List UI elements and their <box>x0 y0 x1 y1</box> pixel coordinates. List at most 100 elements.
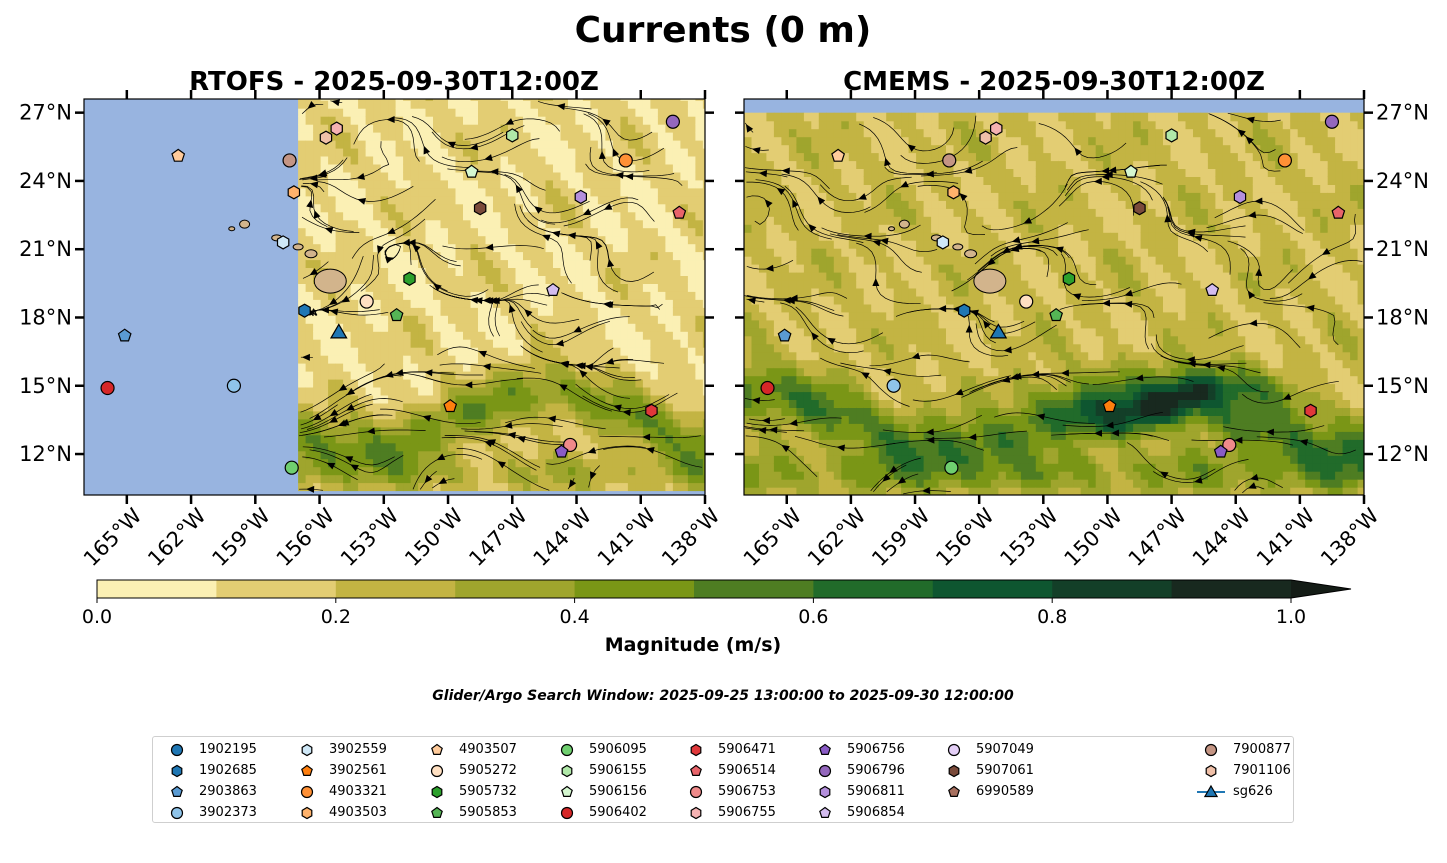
magnitude-cell <box>1013 471 1022 480</box>
magnitude-cell <box>418 163 427 173</box>
magnitude-cell <box>672 450 681 460</box>
magnitude-cell <box>523 132 532 141</box>
magnitude-cell <box>305 331 314 340</box>
magnitude-cell <box>373 482 382 492</box>
magnitude-cell <box>380 283 389 292</box>
magnitude-cell <box>901 343 910 353</box>
magnitude-cell <box>998 287 1007 297</box>
magnitude-cell <box>455 179 464 189</box>
magnitude-cell <box>298 299 307 308</box>
platform-marker-sg626 <box>329 323 348 339</box>
magnitude-cell <box>856 463 865 472</box>
magnitude-cell <box>500 378 509 388</box>
magnitude-cell <box>983 184 992 193</box>
magnitude-cell <box>695 187 704 197</box>
magnitude-cell <box>493 434 502 444</box>
magnitude-cell <box>871 439 880 448</box>
magnitude-cell <box>781 399 790 408</box>
magnitude-cell <box>1020 279 1029 289</box>
magnitude-cell <box>931 264 940 273</box>
magnitude-cell <box>560 187 569 197</box>
magnitude-cell <box>635 195 644 205</box>
magnitude-cell <box>508 450 517 460</box>
magnitude-cell <box>856 439 865 448</box>
magnitude-cell <box>878 327 887 337</box>
magnitude-cell <box>380 355 389 364</box>
magnitude-cell <box>1013 295 1022 305</box>
magnitude-cell <box>612 227 621 237</box>
magnitude-cell <box>833 208 842 217</box>
magnitude-cell <box>946 264 955 273</box>
magnitude-cell <box>575 426 584 436</box>
magnitude-cell <box>1035 399 1044 408</box>
magnitude-cell <box>470 155 479 165</box>
magnitude-cell <box>826 303 835 313</box>
magnitude-cell <box>938 264 947 273</box>
magnitude-cell <box>916 455 925 464</box>
magnitude-cell <box>863 200 872 209</box>
magnitude-cell <box>923 351 932 361</box>
magnitude-cell <box>983 471 992 480</box>
magnitude-cell <box>605 291 614 300</box>
magnitude-cell <box>871 415 880 424</box>
magnitude-cell <box>515 124 524 133</box>
magnitude-cell <box>365 474 374 484</box>
magnitude-cell <box>350 140 359 149</box>
magnitude-cell <box>916 200 925 209</box>
magnitude-cell <box>976 184 985 193</box>
magnitude-cell <box>990 295 999 305</box>
magnitude-cell <box>635 450 644 460</box>
magnitude-cell <box>1013 200 1022 209</box>
magnitude-cell <box>759 471 768 480</box>
magnitude-cell <box>448 307 457 316</box>
magnitude-cell <box>901 359 910 369</box>
magnitude-cell <box>358 243 367 253</box>
magnitude-cell <box>856 136 865 146</box>
magnitude-cell <box>373 450 382 460</box>
magnitude-cell <box>410 307 419 316</box>
magnitude-cell <box>425 179 434 189</box>
magnitude-cell <box>320 363 329 372</box>
magnitude-cell <box>403 410 412 420</box>
magnitude-cell <box>635 211 644 221</box>
magnitude-cell <box>923 279 932 289</box>
magnitude-cell <box>672 243 681 253</box>
magnitude-cell <box>878 359 887 369</box>
magnitude-cell <box>923 184 932 193</box>
magnitude-cell <box>328 474 337 484</box>
magnitude-cell <box>500 426 509 436</box>
magnitude-cell <box>635 355 644 364</box>
magnitude-cell <box>320 140 329 149</box>
magnitude-cell <box>582 291 591 300</box>
magnitude-cell <box>433 116 442 125</box>
magnitude-cell <box>680 291 689 300</box>
magnitude-cell <box>916 431 925 440</box>
magnitude-cell <box>953 415 962 424</box>
magnitude-cell <box>931 343 940 353</box>
magnitude-cell <box>575 155 584 165</box>
magnitude-cell <box>620 251 629 261</box>
magnitude-cell <box>523 140 532 149</box>
magnitude-cell <box>953 471 962 480</box>
magnitude-cell <box>901 439 910 448</box>
magnitude-cell <box>818 391 827 400</box>
platform-marker-5906811 <box>574 189 588 205</box>
magnitude-cell <box>990 359 999 369</box>
magnitude-cell <box>425 155 434 165</box>
magnitude-cell <box>493 179 502 189</box>
magnitude-cell <box>313 371 322 380</box>
magnitude-cell <box>650 418 659 428</box>
island-shape <box>304 249 318 259</box>
magnitude-cell <box>448 163 457 173</box>
magnitude-cell <box>766 423 775 432</box>
magnitude-cell <box>1013 351 1022 361</box>
magnitude-cell <box>530 235 539 245</box>
magnitude-cell <box>620 482 629 492</box>
magnitude-cell <box>744 327 753 337</box>
magnitude-cell <box>582 283 591 292</box>
magnitude-cell <box>470 482 479 492</box>
magnitude-cell <box>305 371 314 380</box>
magnitude-cell <box>373 116 382 125</box>
magnitude-cell <box>575 442 584 452</box>
magnitude-cell <box>818 319 827 329</box>
